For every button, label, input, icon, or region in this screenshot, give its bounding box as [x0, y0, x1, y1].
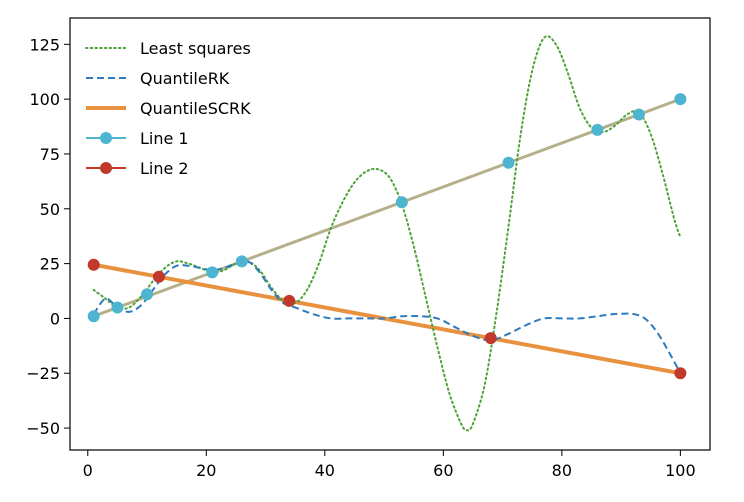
series-line-2-point — [484, 332, 497, 345]
y-tick-label: 50 — [40, 200, 60, 219]
legend: Least squares QuantileRK QuantileSCRK Line … — [85, 39, 251, 178]
legend-item-line-1: Line 1 — [86, 129, 189, 148]
y-tick-label: 75 — [40, 145, 60, 164]
series-line-1-point — [632, 108, 645, 121]
x-tick-label: 80 — [552, 461, 572, 480]
series-line-2-point — [283, 294, 296, 307]
series-line-1-point — [674, 93, 687, 106]
y-tick-label: 100 — [29, 90, 60, 109]
legend-item-quantilescrk: QuantileSCRK — [86, 99, 251, 118]
legend-marker — [100, 162, 112, 174]
y-axis: −50 −25 0 25 50 75 100 125 — [26, 35, 70, 438]
x-axis: 0 20 40 60 80 100 — [83, 450, 696, 480]
plot-frame — [69, 17, 711, 451]
series-line-1-point — [87, 310, 100, 323]
legend-item-line-2: Line 2 — [86, 159, 189, 178]
y-tick-label: −25 — [26, 364, 60, 383]
series-line-2-point — [152, 270, 165, 283]
legend-item-quantilerk: QuantileRK — [86, 69, 230, 88]
series-line-1-line — [93, 97, 681, 318]
legend-label: Line 2 — [140, 159, 189, 178]
marker-layer — [87, 93, 687, 380]
legend-item-least-squares: Least squares — [85, 39, 251, 58]
series-line-1-point — [111, 301, 124, 314]
series-layer — [92, 35, 682, 432]
x-tick-label: 60 — [433, 461, 453, 480]
legend-label: Least squares — [140, 39, 251, 58]
x-tick-label: 40 — [315, 461, 335, 480]
series-line-2-point — [674, 367, 687, 380]
x-tick-label: 100 — [665, 461, 696, 480]
y-tick-label: 25 — [40, 255, 60, 274]
y-tick-label: 125 — [29, 35, 60, 54]
x-tick-label: 0 — [83, 461, 93, 480]
y-tick-label: −50 — [26, 419, 60, 438]
series-line-1-point — [235, 255, 248, 268]
legend-label: Line 1 — [140, 129, 189, 148]
legend-label: QuantileSCRK — [140, 99, 251, 118]
series-line-1-point — [395, 196, 408, 209]
series-quantilerk-line — [92, 259, 682, 374]
legend-marker — [100, 132, 112, 144]
series-line-1-point — [591, 123, 604, 136]
legend-label: QuantileRK — [140, 69, 230, 88]
x-tick-label: 20 — [196, 461, 216, 480]
series-line-1-point — [502, 156, 515, 169]
series-least-squares-line — [92, 35, 682, 432]
series-quantilescrk-line — [93, 262, 681, 376]
series-line-2-point — [87, 258, 100, 271]
y-tick-label: 0 — [50, 309, 60, 328]
series-line-1-point — [206, 266, 219, 279]
series-line-1-point — [141, 288, 154, 301]
